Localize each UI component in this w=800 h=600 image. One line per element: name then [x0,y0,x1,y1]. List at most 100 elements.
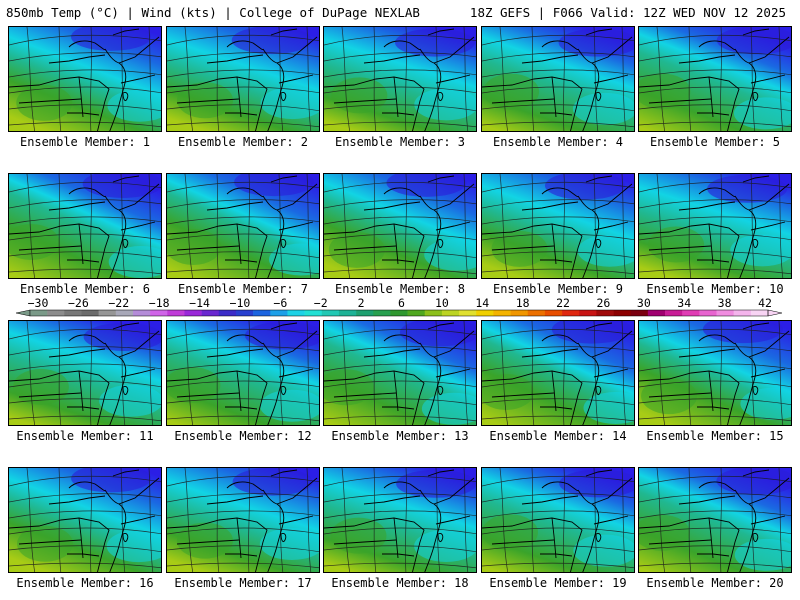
colorbar-swatch [287,310,305,316]
temperature-field [9,321,161,425]
ensemble-member-label: Ensemble Member: 18 [331,576,469,590]
temperature-field [324,27,476,131]
colorbar-swatch [613,310,631,316]
ensemble-panel [8,173,162,279]
ensemble-member-label: Ensemble Member: 17 [174,576,312,590]
ensemble-member-label: Ensemble Member: 20 [646,576,784,590]
ensemble-panel [481,467,635,573]
colorbar-swatch [716,310,734,316]
colorbar-tick-label: 30 [636,296,651,310]
colorbar-tick-label: −18 [148,296,170,310]
ensemble-panel [638,26,792,132]
colorbar-swatch [235,310,254,316]
temperature-field [9,27,161,131]
colorbar-swatch [407,310,426,316]
colorbar-swatch [579,310,597,316]
colorbar-tick-label: 18 [515,296,530,310]
temperature-colorbar [15,309,783,317]
ensemble-member-label: Ensemble Member: 19 [489,576,627,590]
ensemble-member-label: Ensemble Member: 15 [646,429,784,443]
ensemble-panel [8,320,162,426]
ensemble-member-label: Ensemble Member: 11 [16,429,154,443]
colorbar-swatch [132,310,151,316]
ensemble-panel [481,26,635,132]
ensemble-panel [638,467,792,573]
ensemble-member-label: Ensemble Member: 9 [492,282,624,296]
ensemble-panel [8,467,162,573]
colorbar-tick-label: 10 [434,296,449,310]
ensemble-member-label: Ensemble Member: 6 [19,282,151,296]
ensemble-member-label: Ensemble Member: 13 [331,429,469,443]
ensemble-member-label: Ensemble Member: 4 [492,135,624,149]
colorbar-swatch [115,310,134,316]
model-run-info: 18Z GEFS | F066 Valid: 12Z WED NOV 12 20… [469,5,786,20]
colorbar-swatch [733,310,752,316]
colorbar-tick-label: −22 [108,296,130,310]
temperature-field [324,468,476,572]
colorbar-swatch [184,310,202,316]
colorbar-swatch [338,310,357,316]
colorbar-tick-label: 14 [475,296,490,310]
temperature-field [482,321,634,425]
ensemble-panel [638,320,792,426]
colorbar-swatch [510,310,529,316]
temperature-field [167,27,319,131]
colorbar-tick-label: −30 [27,296,49,310]
colorbar-tick-label: 34 [677,296,692,310]
ensemble-member-label: Ensemble Member: 5 [649,135,781,149]
colorbar-swatch [459,310,477,316]
colorbar-swatch [253,310,271,316]
colorbar-tick-label: −14 [189,296,210,310]
colorbar-swatch [682,310,700,316]
map-title: 850mb Temp (°C) | Wind (kts) | College o… [6,5,420,20]
ensemble-member-label: Ensemble Member: 7 [177,282,309,296]
ensemble-member-label: Ensemble Member: 2 [177,135,309,149]
temperature-field [167,321,319,425]
colorbar-tick-label: −2 [313,296,328,310]
ensemble-panel [323,467,477,573]
colorbar-tick-label: −6 [273,296,288,310]
colorbar-tick-label: 26 [596,296,611,310]
ensemble-panel [481,320,635,426]
ensemble-panel [8,26,162,132]
colorbar-tick-label: 38 [717,296,732,310]
colorbar-swatch [167,310,185,316]
colorbar-swatch [98,310,117,316]
colorbar-tick-label: 2 [357,296,365,310]
ensemble-panel [166,320,320,426]
colorbar-swatch [270,310,288,316]
ensemble-panel [166,173,320,279]
ensemble-panel [166,26,320,132]
ensemble-member-label: Ensemble Member: 12 [174,429,312,443]
colorbar-swatch [304,310,323,316]
colorbar-swatch [373,310,391,316]
colorbar-swatch [150,310,168,316]
temperature-field [639,321,791,425]
temperature-field [167,468,319,572]
colorbar-tick-label: 22 [556,296,570,310]
colorbar-tick-label: −26 [67,296,89,310]
colorbar-swatch [201,310,220,316]
ensemble-panel [323,320,477,426]
colorbar-swatch [562,310,580,316]
colorbar-swatch [30,310,48,316]
colorbar-swatch [750,310,769,316]
temperature-field [482,468,634,572]
temperature-field [324,174,476,278]
ensemble-member-label: Ensemble Member: 1 [19,135,151,149]
temperature-field [9,174,161,278]
colorbar-swatch [424,310,443,316]
colorbar-swatch [47,310,65,316]
colorbar-swatch [441,310,460,316]
ensemble-panel [323,173,477,279]
temperature-field [482,174,634,278]
colorbar-swatch [218,310,237,316]
colorbar-swatch [527,310,546,316]
colorbar-swatch [699,310,717,316]
colorbar-tick-label: 42 [758,296,772,310]
colorbar-swatch [630,310,649,316]
ensemble-panel [323,26,477,132]
colorbar-min-arrow [15,309,31,317]
colorbar-frame [29,309,769,317]
colorbar-swatch [647,310,666,316]
